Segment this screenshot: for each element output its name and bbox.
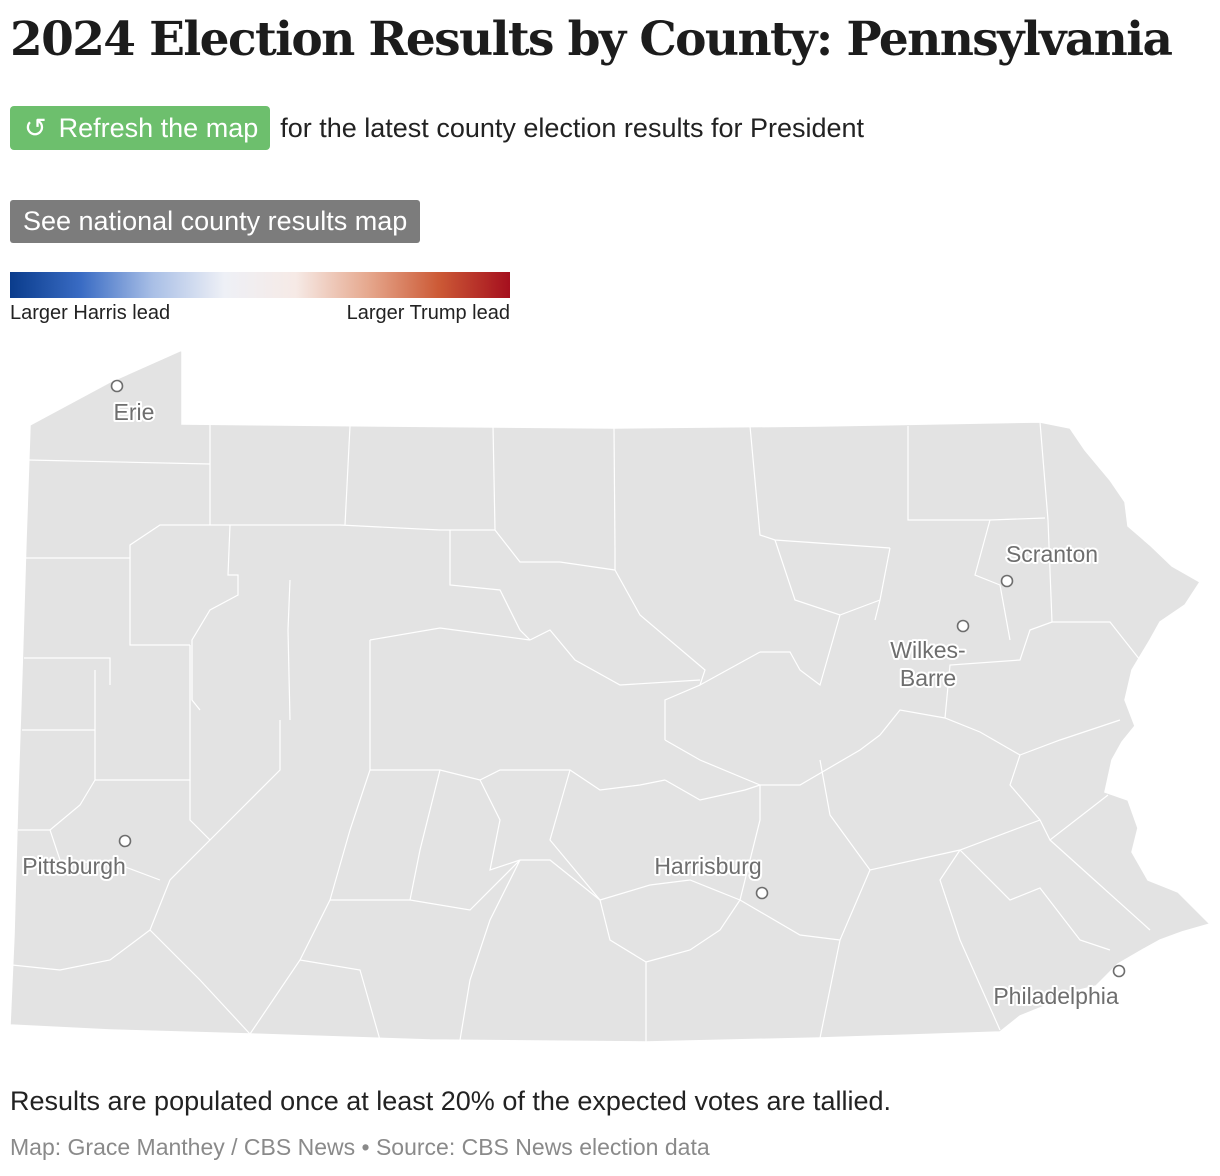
city-marker-harrisburg [755, 886, 769, 900]
refresh-row: ↺ Refresh the map for the latest county … [10, 106, 864, 150]
national-results-button[interactable]: See national county results map [10, 200, 421, 243]
legend-gradient-bar [10, 272, 510, 298]
city-marker-wilkes-barre [956, 619, 970, 633]
city-label-erie: Erie [114, 399, 155, 425]
results-note: Results are populated once at least 20% … [10, 1086, 892, 1116]
page-title: 2024 Election Results by County: Pennsyl… [10, 12, 1173, 67]
city-marker-pittsburgh [118, 834, 132, 848]
city-markers: Erie Scranton Wilkes-Barre Pittsburgh Harris… [20, 379, 1126, 1011]
refresh-map-button[interactable]: ↺ Refresh the map [10, 106, 271, 150]
city-label-harrisburg: Harrisburg [654, 853, 761, 879]
refresh-button-label: Refresh the map [58, 112, 259, 143]
city-label-wilkes-barre: Wilkes-Barre [890, 637, 965, 691]
legend-harris-label: Larger Harris lead [10, 302, 171, 324]
map-credit: Map: Grace Manthey / CBS News • Source: … [10, 1134, 710, 1160]
city-label-scranton: Scranton [1006, 541, 1098, 567]
city-marker-erie [110, 379, 124, 393]
legend-trump-label: Larger Trump lead [346, 302, 510, 324]
city-marker-scranton [1000, 574, 1014, 588]
city-label-pittsburgh: Pittsburgh [22, 853, 126, 879]
county-borders [11, 421, 1151, 1042]
city-marker-philadelphia [1112, 964, 1126, 978]
refresh-description: for the latest county election results f… [280, 112, 865, 143]
pennsylvania-county-map[interactable]: Erie Scranton Wilkes-Barre Pittsburgh Harris… [0, 340, 1220, 1050]
refresh-icon: ↺ [24, 112, 47, 143]
city-label-philadelphia: Philadelphia [993, 983, 1119, 1009]
state-outline [9, 348, 1212, 1043]
